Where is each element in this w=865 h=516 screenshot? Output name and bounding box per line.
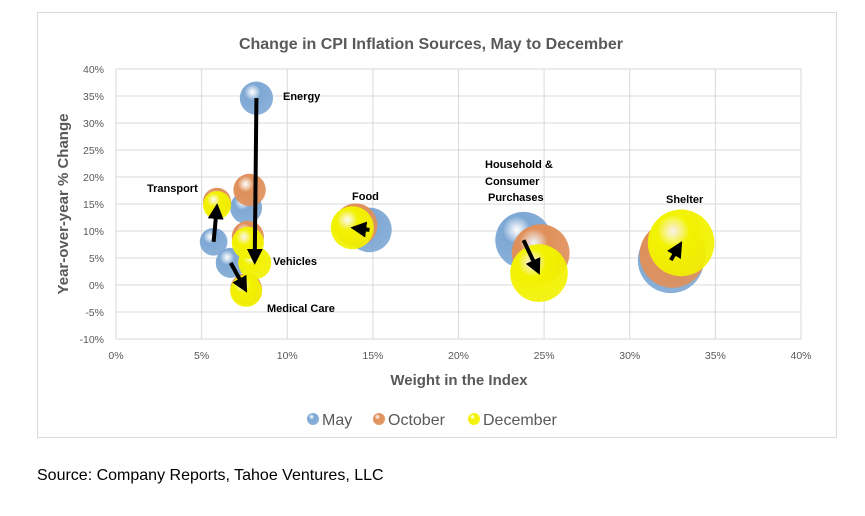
y-tick-label: 40% <box>83 64 104 76</box>
label-household-1: Household & <box>485 159 553 171</box>
y-tick-label: 20% <box>83 172 104 184</box>
arrow-shelter <box>667 241 683 262</box>
bubble-october-energy <box>233 173 266 207</box>
arrow-transport <box>207 203 224 242</box>
x-tick-label: 0% <box>108 350 123 362</box>
y-tick-label: 10% <box>83 226 104 238</box>
label-medical-care: Medical Care <box>267 303 335 315</box>
category-labels: Energy Vehicles Transport Medical Care F… <box>147 91 704 315</box>
legend-label-october: October <box>388 412 446 429</box>
legend-label-december: December <box>483 412 557 429</box>
y-tick-label: 5% <box>89 253 104 265</box>
legend: May October December <box>307 412 557 429</box>
y-tick-label: 30% <box>83 118 104 130</box>
x-tick-label: 25% <box>534 350 555 362</box>
legend-marker-october <box>373 413 385 425</box>
x-tick-label: 35% <box>705 350 726 362</box>
label-transport: Transport <box>147 183 198 195</box>
y-axis-title: Year-over-year % Change <box>55 114 72 295</box>
x-tick-label: 30% <box>619 350 640 362</box>
x-tick-label: 15% <box>362 350 383 362</box>
label-food: Food <box>352 191 379 203</box>
label-shelter: Shelter <box>666 194 704 206</box>
bubbles <box>199 81 715 307</box>
legend-marker-may <box>307 413 319 425</box>
y-tick-label: 35% <box>83 91 104 103</box>
x-tick-label: 10% <box>277 350 298 362</box>
arrow-energy <box>246 98 263 265</box>
chart-title: Change in CPI Inflation Sources, May to … <box>239 36 623 53</box>
x-tick-label: 40% <box>790 350 811 362</box>
label-energy: Energy <box>283 91 321 103</box>
tick-labels: 0% 5% 10% 15% 20% 25% 30% 35% 40% 40% 35% 30% 25% 20%… <box>79 64 811 362</box>
x-tick-label: 5% <box>194 350 209 362</box>
x-axis-title: Weight in the Index <box>390 372 528 389</box>
chart-frame <box>37 12 837 438</box>
bubble-may-transport <box>199 227 228 256</box>
source-note: Source: Company Reports, Tahoe Ventures,… <box>37 467 384 484</box>
arrow-medical-care <box>228 261 248 293</box>
y-tick-label: -5% <box>85 307 104 319</box>
bubble-december-household-consumer-purchases <box>510 244 568 302</box>
legend-marker-december <box>468 413 480 425</box>
label-household-3: Purchases <box>488 192 544 204</box>
bubble-may-energy <box>239 81 274 115</box>
x-tick-label: 20% <box>448 350 469 362</box>
arrow-household-consumer-purchases <box>521 239 541 275</box>
y-tick-label: 15% <box>83 199 104 211</box>
y-tick-label: 0% <box>89 280 104 292</box>
label-vehicles: Vehicles <box>273 256 317 268</box>
arrow-food <box>350 221 370 238</box>
arrows <box>207 98 683 293</box>
bubble-december-vehicles <box>231 226 264 259</box>
bubble-december-medical-care <box>230 274 263 307</box>
y-tick-label: -10% <box>79 334 104 346</box>
label-household-2: Consumer <box>485 176 540 188</box>
bubble-december-shelter <box>647 209 715 277</box>
y-tick-label: 25% <box>83 145 104 157</box>
legend-label-may: May <box>322 412 352 429</box>
